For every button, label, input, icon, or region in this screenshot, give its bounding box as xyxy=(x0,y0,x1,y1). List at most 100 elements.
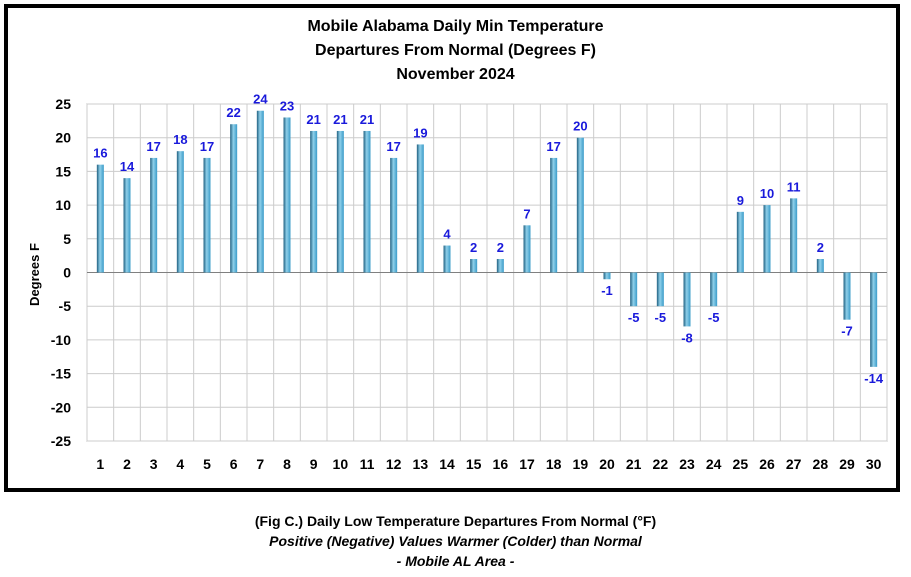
data-label: -7 xyxy=(841,324,853,339)
data-label: 16 xyxy=(93,146,107,161)
data-label: 9 xyxy=(737,193,744,208)
data-label: 24 xyxy=(253,92,268,107)
data-label: 21 xyxy=(333,112,347,127)
bar-day-26 xyxy=(763,205,771,273)
bar-day-6 xyxy=(230,124,238,273)
data-label: 7 xyxy=(523,206,530,221)
bar-day-8 xyxy=(283,117,291,273)
bar-day-2 xyxy=(123,178,131,273)
x-tick-label: 6 xyxy=(230,456,238,472)
data-label: 11 xyxy=(787,179,801,194)
data-label: 21 xyxy=(360,112,374,127)
x-tick-label: 18 xyxy=(546,456,562,472)
data-label: 10 xyxy=(760,186,774,201)
data-label: 2 xyxy=(817,240,824,255)
bar-day-30 xyxy=(870,272,878,367)
bar-day-15 xyxy=(470,259,478,273)
bar-day-23 xyxy=(683,272,691,327)
bar-day-9 xyxy=(310,130,318,273)
bar-day-4 xyxy=(176,151,184,273)
data-label: 17 xyxy=(546,139,560,154)
data-label: -5 xyxy=(628,310,640,325)
x-tick-label: 14 xyxy=(439,456,455,472)
x-tick-label: 30 xyxy=(866,456,882,472)
x-tick-label: 15 xyxy=(466,456,482,472)
bar-day-12 xyxy=(390,157,398,273)
data-label: 17 xyxy=(386,139,400,154)
y-tick-label: -10 xyxy=(51,332,71,348)
x-tick-label: 22 xyxy=(653,456,669,472)
x-tick-label: 27 xyxy=(786,456,802,472)
bar-day-21 xyxy=(630,272,638,307)
x-tick-label: 24 xyxy=(706,456,722,472)
bar-day-29 xyxy=(843,272,851,320)
data-label: -5 xyxy=(655,310,667,325)
data-label: 4 xyxy=(443,227,451,242)
x-tick-label: 3 xyxy=(150,456,158,472)
data-label: 2 xyxy=(470,240,477,255)
chart-title-line-1: Mobile Alabama Daily Min Temperature xyxy=(307,18,604,35)
x-tick-label: 10 xyxy=(333,456,349,472)
data-label: 17 xyxy=(200,139,214,154)
bar-day-25 xyxy=(736,211,744,273)
bar-day-3 xyxy=(150,157,158,273)
bar-day-18 xyxy=(550,157,558,273)
x-tick-label: 26 xyxy=(759,456,775,472)
bar-day-19 xyxy=(576,137,584,273)
x-tick-label: 16 xyxy=(493,456,509,472)
bar-day-10 xyxy=(336,130,344,273)
data-label: -8 xyxy=(681,330,693,345)
y-tick-label: 20 xyxy=(55,130,71,146)
data-label: -5 xyxy=(708,310,720,325)
x-tick-label: 25 xyxy=(733,456,749,472)
y-tick-label: -5 xyxy=(59,298,72,314)
data-label: 23 xyxy=(280,98,294,113)
chart-title-line-3: November 2024 xyxy=(396,66,515,83)
bar-day-27 xyxy=(790,198,798,273)
x-tick-label: 21 xyxy=(626,456,642,472)
data-label: 2 xyxy=(497,240,504,255)
y-tick-label: 0 xyxy=(63,265,71,281)
bar-day-16 xyxy=(496,259,504,273)
y-tick-label: -15 xyxy=(51,366,71,382)
x-tick-label: 28 xyxy=(813,456,829,472)
data-label: 19 xyxy=(413,125,427,140)
x-tick-label: 29 xyxy=(839,456,855,472)
bar-day-5 xyxy=(203,157,211,273)
data-label: 22 xyxy=(226,105,240,120)
x-tick-label: 1 xyxy=(96,456,104,472)
x-tick-label: 9 xyxy=(310,456,318,472)
data-label: 17 xyxy=(146,139,160,154)
bar-day-28 xyxy=(816,259,824,273)
bar-day-17 xyxy=(523,225,531,273)
data-label: 14 xyxy=(120,159,135,174)
bar-day-24 xyxy=(710,272,718,307)
data-label: 18 xyxy=(173,132,187,147)
data-label: 21 xyxy=(306,112,320,127)
data-label: -1 xyxy=(601,283,613,298)
data-label: 20 xyxy=(573,119,587,134)
y-axis-title: Degrees F xyxy=(27,243,42,306)
x-tick-label: 2 xyxy=(123,456,131,472)
data-label: -14 xyxy=(864,371,884,386)
caption-area: - Mobile AL Area - xyxy=(396,553,515,569)
y-tick-label: -20 xyxy=(51,399,71,415)
caption-title: (Fig C.) Daily Low Temperature Departure… xyxy=(254,513,657,529)
x-tick-label: 23 xyxy=(679,456,695,472)
y-tick-label: 10 xyxy=(55,197,71,213)
caption-subtitle: Positive (Negative) Values Warmer (Colde… xyxy=(269,533,642,549)
x-tick-label: 8 xyxy=(283,456,291,472)
y-tick-label: 25 xyxy=(55,96,71,112)
bar-day-13 xyxy=(416,144,424,273)
x-tick-label: 5 xyxy=(203,456,211,472)
x-tick-label: 7 xyxy=(256,456,264,472)
bar-day-1 xyxy=(96,164,104,273)
x-tick-label: 20 xyxy=(599,456,615,472)
chart-title-line-2: Departures From Normal (Degrees F) xyxy=(315,42,596,59)
x-tick-label: 4 xyxy=(176,456,184,472)
bar-day-22 xyxy=(656,272,664,307)
x-tick-label: 12 xyxy=(386,456,402,472)
bar-day-11 xyxy=(363,130,371,273)
bar-day-20 xyxy=(603,272,611,280)
